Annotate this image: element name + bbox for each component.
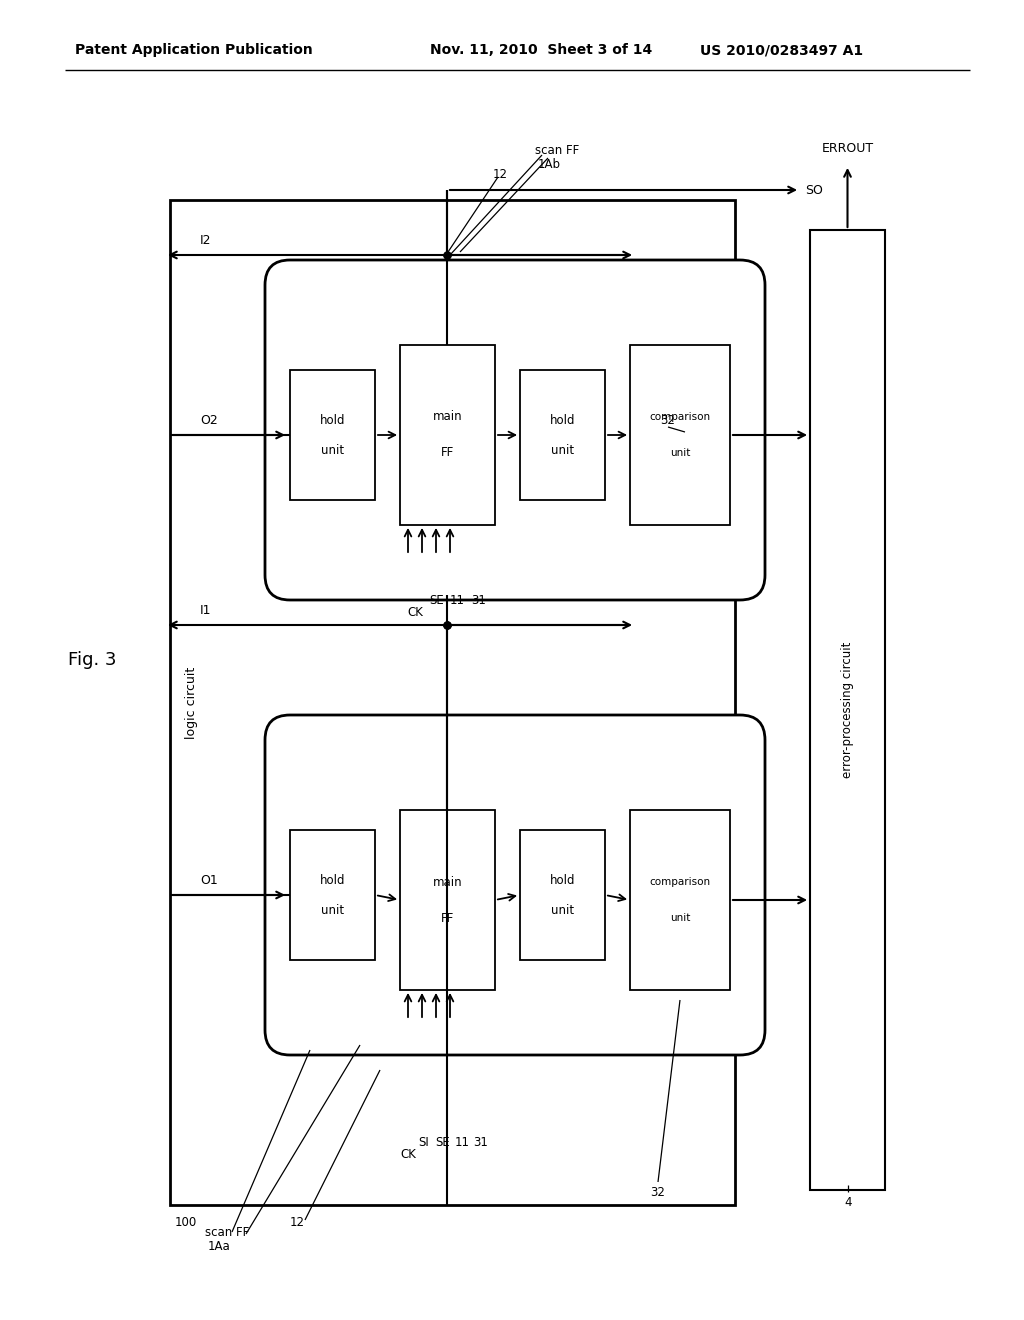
Text: 100: 100 <box>175 1216 198 1229</box>
Text: 4: 4 <box>844 1196 852 1209</box>
Text: Patent Application Publication: Patent Application Publication <box>75 44 312 57</box>
Text: 32: 32 <box>650 1185 666 1199</box>
Text: 1Ab: 1Ab <box>538 158 561 172</box>
Text: 31: 31 <box>473 1135 488 1148</box>
Bar <box>520 370 605 500</box>
Text: I1: I1 <box>200 605 212 616</box>
Bar <box>400 345 495 525</box>
Text: unit: unit <box>670 447 690 458</box>
Text: ERROUT: ERROUT <box>821 143 873 154</box>
Bar <box>810 230 885 1191</box>
Text: main: main <box>433 875 462 888</box>
Text: CK: CK <box>400 1148 416 1162</box>
Text: logic circuit: logic circuit <box>185 667 199 739</box>
Text: Fig. 3: Fig. 3 <box>68 651 117 669</box>
Text: FF: FF <box>441 446 454 459</box>
Text: main: main <box>433 411 462 424</box>
Bar <box>170 201 735 1205</box>
Text: unit: unit <box>321 903 344 916</box>
Text: 12: 12 <box>290 1216 305 1229</box>
Text: FF: FF <box>441 912 454 924</box>
FancyBboxPatch shape <box>265 260 765 601</box>
Bar <box>630 345 730 525</box>
Text: unit: unit <box>670 913 690 923</box>
Text: hold: hold <box>319 413 345 426</box>
Bar <box>290 370 375 500</box>
Text: SO: SO <box>805 183 823 197</box>
Text: comparison: comparison <box>649 412 711 422</box>
Bar <box>290 830 375 960</box>
Text: 1Aa: 1Aa <box>208 1241 230 1254</box>
Text: SE: SE <box>435 1135 451 1148</box>
Text: 11: 11 <box>450 594 465 606</box>
Text: scan FF: scan FF <box>535 144 580 157</box>
Text: Nov. 11, 2010  Sheet 3 of 14: Nov. 11, 2010 Sheet 3 of 14 <box>430 44 652 57</box>
Text: unit: unit <box>551 903 574 916</box>
Bar <box>520 830 605 960</box>
Text: O1: O1 <box>200 874 218 887</box>
Text: hold: hold <box>550 413 575 426</box>
Bar <box>400 810 495 990</box>
Text: US 2010/0283497 A1: US 2010/0283497 A1 <box>700 44 863 57</box>
Text: CK: CK <box>408 606 423 619</box>
Text: 12: 12 <box>493 169 508 181</box>
Text: 32: 32 <box>660 413 676 426</box>
Text: 11: 11 <box>455 1135 469 1148</box>
Text: O2: O2 <box>200 414 218 426</box>
Text: error-processing circuit: error-processing circuit <box>841 642 854 779</box>
Text: I2: I2 <box>200 234 212 247</box>
Bar <box>630 810 730 990</box>
Text: SE: SE <box>430 594 444 606</box>
Text: scan FF: scan FF <box>205 1225 249 1238</box>
Text: hold: hold <box>550 874 575 887</box>
FancyBboxPatch shape <box>265 715 765 1055</box>
Text: 31: 31 <box>472 594 486 606</box>
Text: hold: hold <box>319 874 345 887</box>
Text: unit: unit <box>321 444 344 457</box>
Text: comparison: comparison <box>649 876 711 887</box>
Text: SI: SI <box>419 1135 429 1148</box>
Text: unit: unit <box>551 444 574 457</box>
